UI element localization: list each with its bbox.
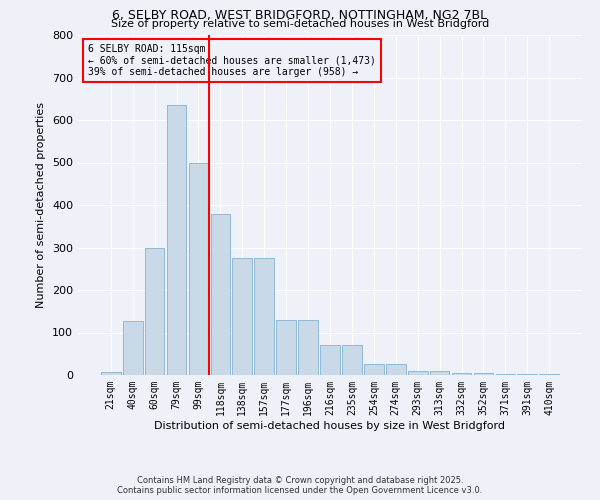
Text: Size of property relative to semi-detached houses in West Bridgford: Size of property relative to semi-detach… bbox=[111, 19, 489, 29]
Text: Contains HM Land Registry data © Crown copyright and database right 2025.
Contai: Contains HM Land Registry data © Crown c… bbox=[118, 476, 482, 495]
Bar bbox=[276, 320, 296, 375]
Bar bbox=[298, 320, 318, 375]
Bar bbox=[430, 371, 449, 375]
Y-axis label: Number of semi-detached properties: Number of semi-detached properties bbox=[37, 102, 46, 308]
Bar bbox=[386, 364, 406, 375]
Bar bbox=[452, 373, 472, 375]
Bar bbox=[496, 374, 515, 375]
Bar bbox=[167, 105, 187, 375]
X-axis label: Distribution of semi-detached houses by size in West Bridgford: Distribution of semi-detached houses by … bbox=[155, 420, 505, 430]
Bar bbox=[254, 258, 274, 375]
Bar bbox=[342, 345, 362, 375]
Bar bbox=[320, 345, 340, 375]
Bar bbox=[232, 258, 252, 375]
Text: 6 SELBY ROAD: 115sqm
← 60% of semi-detached houses are smaller (1,473)
39% of se: 6 SELBY ROAD: 115sqm ← 60% of semi-detac… bbox=[88, 44, 376, 76]
Bar bbox=[101, 372, 121, 375]
Bar bbox=[123, 320, 143, 375]
Bar bbox=[364, 364, 384, 375]
Bar bbox=[145, 248, 164, 375]
Text: 6, SELBY ROAD, WEST BRIDGFORD, NOTTINGHAM, NG2 7BL: 6, SELBY ROAD, WEST BRIDGFORD, NOTTINGHA… bbox=[112, 9, 488, 22]
Bar bbox=[539, 374, 559, 375]
Bar bbox=[408, 371, 428, 375]
Bar bbox=[211, 214, 230, 375]
Bar bbox=[517, 374, 537, 375]
Bar bbox=[473, 373, 493, 375]
Bar bbox=[188, 162, 208, 375]
